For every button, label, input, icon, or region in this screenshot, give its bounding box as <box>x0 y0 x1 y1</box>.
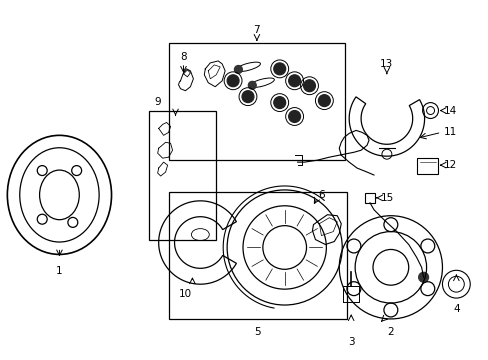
Text: 12: 12 <box>443 160 456 170</box>
Circle shape <box>288 111 300 122</box>
Text: 3: 3 <box>347 337 354 347</box>
Text: 2: 2 <box>387 327 393 337</box>
Text: 15: 15 <box>380 193 393 203</box>
Text: 9: 9 <box>154 96 161 107</box>
Circle shape <box>318 95 330 107</box>
Circle shape <box>273 96 285 109</box>
Text: 8: 8 <box>180 52 186 62</box>
Text: 5: 5 <box>254 327 261 337</box>
Text: 13: 13 <box>380 59 393 69</box>
Text: 11: 11 <box>443 127 456 138</box>
Text: 7: 7 <box>253 25 260 35</box>
Circle shape <box>418 272 427 282</box>
Circle shape <box>226 75 239 87</box>
Text: 4: 4 <box>452 304 459 314</box>
Bar <box>148 111 216 239</box>
Circle shape <box>234 66 242 73</box>
Circle shape <box>288 75 300 87</box>
Text: 14: 14 <box>443 105 456 116</box>
Text: 6: 6 <box>317 190 324 200</box>
Text: 1: 1 <box>56 266 62 276</box>
Circle shape <box>303 80 315 92</box>
Bar <box>168 43 345 160</box>
Circle shape <box>248 81 256 89</box>
Circle shape <box>242 91 253 103</box>
Circle shape <box>273 63 285 75</box>
Bar <box>416 158 438 174</box>
Bar <box>365 193 374 203</box>
Bar <box>168 192 346 319</box>
Text: 10: 10 <box>179 289 192 299</box>
